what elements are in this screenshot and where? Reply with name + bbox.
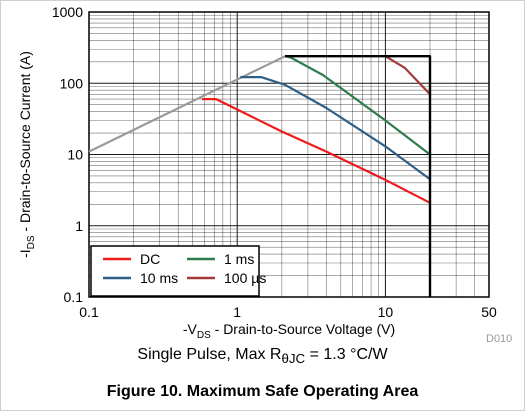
y-tick-label: 1	[75, 218, 83, 234]
tick-labels: 0.1 1 10 50 0.1 1 10 100 1000	[52, 4, 497, 320]
x-axis-title-subscript: DS	[197, 330, 211, 340]
x-axis-title: -VDS - Drain-to-Source Voltage (V)	[183, 321, 395, 340]
figure-code: D010	[486, 333, 513, 345]
figure-caption: Figure 10. Maximum Safe Operating Area	[106, 383, 419, 400]
series-line-10-ms	[240, 75, 431, 181]
legend-label: 10 ms	[140, 270, 178, 286]
series-lines	[88, 55, 432, 297]
legend-label: DC	[140, 251, 160, 267]
legend: DC 1 ms 10 ms 100 µs	[90, 245, 266, 297]
y-tick-label: 0.1	[64, 289, 84, 305]
x-tick-label: 10	[378, 304, 394, 320]
y-axis-title-prefix: -I	[17, 249, 33, 258]
y-axis-title-subscript: DS	[26, 235, 37, 249]
x-tick-label: 1	[233, 304, 241, 320]
series-line-dc	[202, 97, 431, 204]
subtitle-suffix: = 1.3 °C/W	[305, 346, 388, 363]
x-axis-title-suffix: - Drain-to-Source Voltage (V)	[211, 321, 395, 337]
y-tick-label: 100	[60, 75, 84, 91]
rds-on-limit-line	[88, 55, 286, 153]
plot-border	[88, 11, 490, 298]
legend-label: 1 ms	[224, 251, 254, 267]
subtitle-subscript: θJC	[281, 351, 306, 367]
x-tick-label: 50	[481, 304, 497, 320]
y-axis-title-suffix: - Drain-to-Source Current (A)	[17, 51, 33, 235]
y-axis-title: -IDS - Drain-to-Source Current (A)	[17, 51, 37, 258]
y-tick-label: 1000	[52, 4, 83, 20]
chart-subtitle: Single Pulse, Max RθJC = 1.3 °C/W	[0, 346, 525, 366]
x-tick-label: 0.1	[79, 304, 99, 320]
y-tick-label: 10	[67, 147, 83, 163]
legend-box	[90, 245, 260, 297]
subtitle-prefix: Single Pulse, Max R	[137, 346, 282, 363]
legend-label: 100 µs	[224, 270, 266, 286]
limit-boundary-line	[285, 55, 432, 297]
series-line-100-s	[384, 55, 431, 96]
x-axis-title-prefix: -V	[183, 321, 198, 337]
